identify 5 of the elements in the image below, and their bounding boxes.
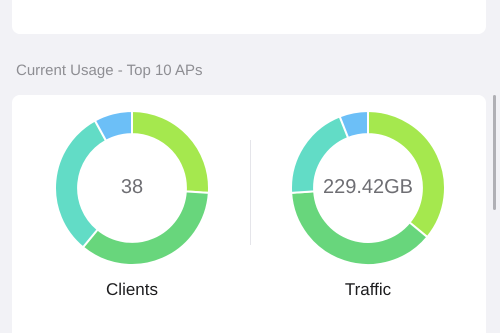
text: Traffic bbox=[344, 280, 392, 300]
text: 229.42GB bbox=[322, 176, 414, 199]
chart-title: Current Usage - Top 10 APs bbox=[16, 62, 202, 79]
text: Clients bbox=[105, 280, 159, 300]
text: 38 bbox=[120, 176, 144, 199]
